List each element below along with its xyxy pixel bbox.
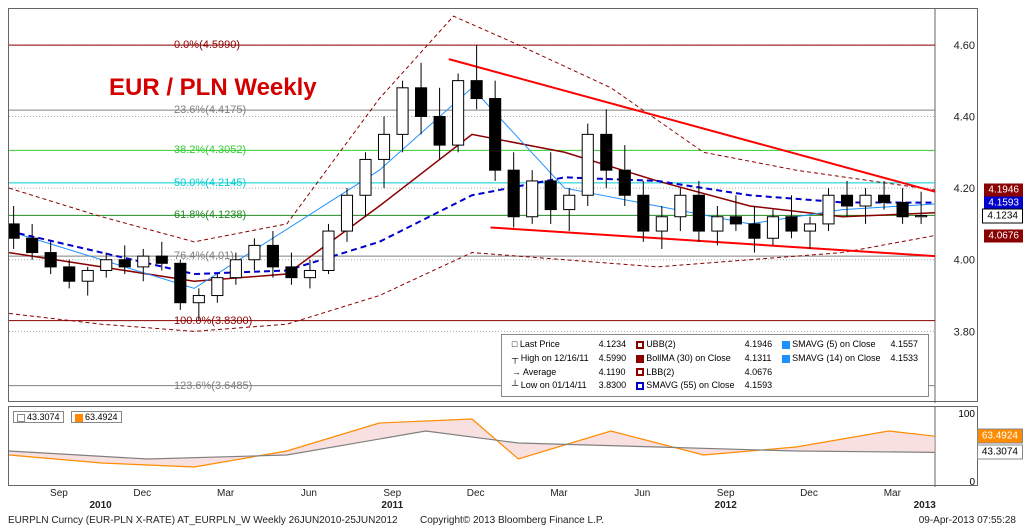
x-month-label: Sep bbox=[50, 488, 68, 499]
x-month-label: Mar bbox=[884, 488, 901, 499]
footer-left: EURPLN Curncy (EUR-PLN X-RATE) AT_EURPLN… bbox=[8, 515, 398, 526]
osc-badge-slow: 43.3074 bbox=[13, 411, 64, 423]
x-month-label: Dec bbox=[800, 488, 818, 499]
fib-label: 0.0%(4.5990) bbox=[174, 39, 240, 51]
x-month-label: Dec bbox=[133, 488, 151, 499]
svg-text:100: 100 bbox=[958, 409, 975, 420]
x-month-label: Mar bbox=[550, 488, 567, 499]
x-month-label: Sep bbox=[717, 488, 735, 499]
svg-text:4.60: 4.60 bbox=[954, 40, 975, 52]
oscillator-chart[interactable]: 0100 43.3074 63.4924 63.492443.3074 bbox=[8, 406, 978, 486]
x-month-label: Jun bbox=[301, 488, 317, 499]
x-year-label: 2011 bbox=[381, 500, 403, 511]
price-chart[interactable]: 3.80 4.00 4.20 4.40 4.60 EUR / PLN Weekly 0.… bbox=[8, 8, 978, 402]
x-year-label: 2012 bbox=[715, 500, 737, 511]
x-month-label: Jun bbox=[634, 488, 650, 499]
x-year-label: 2010 bbox=[89, 500, 111, 511]
footer-center: Copyright© 2013 Bloomberg Finance L.P. bbox=[420, 515, 604, 526]
osc-flag: 43.3074 bbox=[977, 445, 1023, 460]
fib-label: 50.0%(4.2145) bbox=[174, 177, 246, 189]
x-month-label: Dec bbox=[467, 488, 485, 499]
price-flag: 4.1234 bbox=[982, 208, 1023, 223]
fib-label: 76.4%(4.01) bbox=[174, 250, 234, 262]
legend-box: □ Last Price4.1234UBB(2)4.1946SMAVG (5) … bbox=[501, 334, 929, 397]
fib-label: 100.0%(3.8300) bbox=[174, 315, 252, 327]
price-flag: 4.1946 bbox=[984, 184, 1023, 197]
fib-label: 61.8%(4.1238) bbox=[174, 209, 246, 221]
svg-text:4.20: 4.20 bbox=[954, 183, 975, 195]
x-axis: Sep Dec Mar Jun Sep Dec Mar Jun Sep Dec Mar 2010 201… bbox=[8, 486, 978, 514]
svg-text:4.00: 4.00 bbox=[954, 255, 975, 267]
x-month-label: Sep bbox=[383, 488, 401, 499]
price-flag: 4.0676 bbox=[984, 229, 1023, 242]
fib-label: 23.6%(4.4175) bbox=[174, 104, 246, 116]
svg-text:4.40: 4.40 bbox=[954, 111, 975, 123]
fib-label: 123.6%(3.6485) bbox=[174, 380, 252, 392]
x-month-label: Mar bbox=[217, 488, 234, 499]
svg-text:3.80: 3.80 bbox=[954, 326, 975, 338]
footer-right: 09-Apr-2013 07:55:28 bbox=[919, 515, 1016, 526]
oscillator-svg: 0100 bbox=[9, 407, 979, 487]
fib-label: 38.2%(4.3052) bbox=[174, 144, 246, 156]
chart-title: EUR / PLN Weekly bbox=[109, 74, 317, 102]
x-year-label: 2013 bbox=[914, 500, 936, 511]
osc-flag: 63.4924 bbox=[977, 429, 1023, 444]
osc-badge-fast: 63.4924 bbox=[71, 411, 122, 423]
